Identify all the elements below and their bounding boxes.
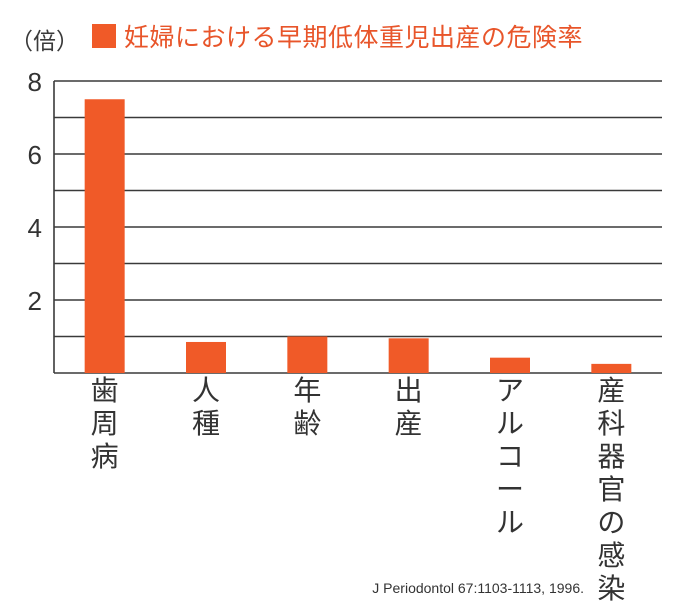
legend-swatch [92, 24, 116, 48]
x-tick-label: 人種 [192, 374, 220, 440]
y-tick-label: 4 [28, 213, 42, 243]
x-tick-label: 産科器官の感染 [597, 374, 625, 605]
y-tick-label: 6 [28, 140, 42, 170]
legend: 妊婦における早期低体重児出産の危険率 [92, 18, 583, 54]
bar [490, 357, 530, 373]
y-axis-unit-label: （倍） [10, 29, 79, 55]
x-tick-label: 年齢 [293, 374, 321, 440]
source-citation: J Periodontol 67:1103-1113, 1996. [372, 580, 584, 596]
y-tick-label: 2 [28, 286, 42, 316]
x-tick-label: 出産 [395, 374, 423, 440]
y-tick-label: 8 [28, 67, 42, 97]
bar [388, 338, 429, 373]
x-tick-label: 歯周病 [91, 374, 119, 473]
x-tick-label: アルコール [496, 374, 524, 539]
bar [186, 341, 226, 373]
bar [591, 363, 632, 373]
legend-label: 妊婦における早期低体重児出産の危険率 [124, 23, 584, 52]
bar [84, 99, 125, 373]
bar [287, 336, 328, 373]
